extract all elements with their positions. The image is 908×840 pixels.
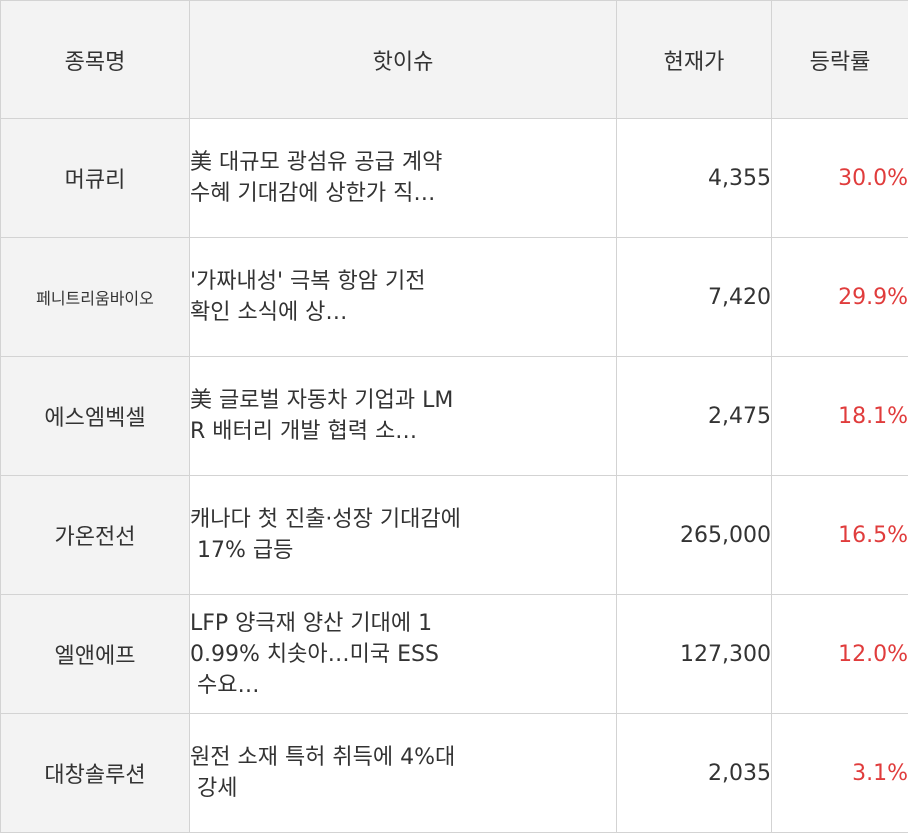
change-rate: 12.0% [771, 594, 908, 714]
header-stock-name: 종목명 [0, 0, 190, 119]
current-price: 2,475 [616, 356, 772, 476]
current-price: 7,420 [616, 237, 772, 357]
current-price: 2,035 [616, 713, 772, 833]
hot-issue-text[interactable]: LFP 양극재 양산 기대에 1 0.99% 치솟아…미국 ESS 수요… [189, 594, 617, 714]
table-row: 엘앤에프 LFP 양극재 양산 기대에 1 0.99% 치솟아…미국 ESS 수… [0, 594, 908, 714]
hot-issue-text[interactable]: 캐나다 첫 진출·성장 기대감에 17% 급등 [189, 475, 617, 595]
table-row: 페니트리움바이오 '가짜내성' 극복 항암 기전 확인 소식에 상… 7,420… [0, 237, 908, 357]
hot-issue-text[interactable]: 美 글로벌 자동차 기업과 LM R 배터리 개발 협력 소… [189, 356, 617, 476]
current-price: 127,300 [616, 594, 772, 714]
header-current-price: 현재가 [616, 0, 772, 119]
table-row: 대창솔루션 원전 소재 특허 취득에 4%대 강세 2,035 3.1% [0, 713, 908, 833]
stock-name: 에스엠벡셀 [0, 356, 190, 476]
table-header-row: 종목명 핫이슈 현재가 등락률 [0, 0, 908, 119]
change-rate: 18.1% [771, 356, 908, 476]
table-row: 가온전선 캐나다 첫 진출·성장 기대감에 17% 급등 265,000 16.… [0, 475, 908, 595]
change-rate: 3.1% [771, 713, 908, 833]
hot-issue-text[interactable]: 美 대규모 광섬유 공급 계약 수혜 기대감에 상한가 직… [189, 118, 617, 238]
header-change-rate: 등락률 [771, 0, 908, 119]
hot-issue-text[interactable]: '가짜내성' 극복 항암 기전 확인 소식에 상… [189, 237, 617, 357]
current-price: 265,000 [616, 475, 772, 595]
change-rate: 30.0% [771, 118, 908, 238]
stock-name: 머큐리 [0, 118, 190, 238]
hot-issue-text[interactable]: 원전 소재 특허 취득에 4%대 강세 [189, 713, 617, 833]
header-hot-issue: 핫이슈 [189, 0, 617, 119]
change-rate: 29.9% [771, 237, 908, 357]
table-row: 에스엠벡셀 美 글로벌 자동차 기업과 LM R 배터리 개발 협력 소… 2,… [0, 356, 908, 476]
table-row: 머큐리 美 대규모 광섬유 공급 계약 수혜 기대감에 상한가 직… 4,355… [0, 118, 908, 238]
stock-name: 대창솔루션 [0, 713, 190, 833]
stock-name: 엘앤에프 [0, 594, 190, 714]
stock-name: 페니트리움바이오 [0, 237, 190, 357]
current-price: 4,355 [616, 118, 772, 238]
change-rate: 16.5% [771, 475, 908, 595]
stock-name: 가온전선 [0, 475, 190, 595]
